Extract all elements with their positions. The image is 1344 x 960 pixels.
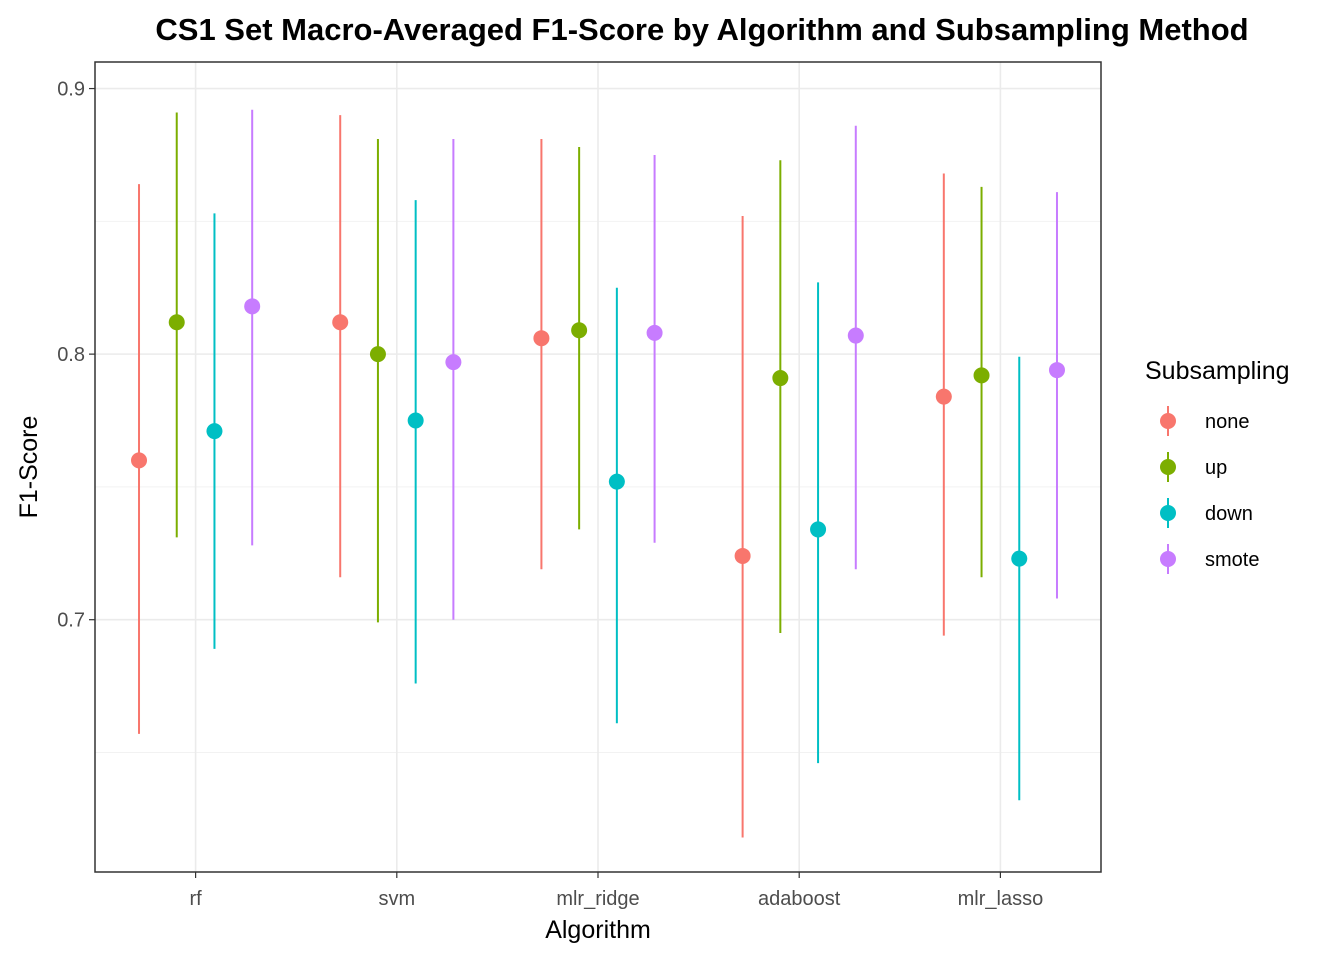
point-smote-adaboost [847, 327, 864, 344]
point-none-mlr_ridge [533, 330, 550, 347]
legend-label: down [1205, 503, 1253, 525]
x-axis: rf svm mlr_ridge adaboost mlr_lasso [189, 872, 1043, 910]
point-up-svm [369, 346, 386, 363]
y-axis-title: F1-Score [15, 416, 43, 519]
point-smote-mlr_lasso [1048, 362, 1065, 379]
point-smote-mlr_ridge [646, 324, 663, 341]
point-smote-rf [244, 298, 261, 315]
point-up-mlr_lasso [973, 367, 990, 384]
x-tick-label-adaboost: adaboost [758, 888, 841, 910]
x-axis-title: Algorithm [545, 916, 651, 944]
legend-items: none up down smote [1160, 406, 1259, 574]
data-points [131, 298, 1065, 567]
point-none-rf [131, 452, 148, 469]
legend-item-none: none [1160, 406, 1250, 436]
point-down-rf [206, 423, 223, 440]
point-up-mlr_ridge [571, 322, 588, 339]
legend-key-point [1160, 505, 1176, 521]
legend-key-point [1160, 413, 1176, 429]
point-none-adaboost [734, 547, 751, 564]
point-none-mlr_lasso [935, 388, 952, 405]
x-tick-label-mlr_lasso: mlr_lasso [958, 888, 1044, 910]
point-up-adaboost [772, 370, 789, 387]
point-down-mlr_ridge [608, 473, 625, 490]
legend-label: none [1205, 411, 1250, 433]
legend-key-point [1160, 459, 1176, 475]
y-tick-label: 0.9 [57, 79, 85, 101]
legend-title: Subsampling [1145, 357, 1290, 385]
legend-item-down: down [1160, 498, 1253, 528]
legend-label: up [1205, 457, 1227, 479]
legend-item-up: up [1160, 452, 1227, 482]
legend-item-smote: smote [1160, 544, 1259, 574]
y-tick-label: 0.8 [57, 344, 85, 366]
point-down-adaboost [810, 521, 827, 538]
x-tick-label-rf: rf [189, 888, 202, 910]
x-tick-label-svm: svm [378, 888, 415, 910]
point-down-mlr_lasso [1011, 550, 1028, 567]
x-tick-label-mlr_ridge: mlr_ridge [556, 888, 639, 910]
y-tick-label: 0.7 [57, 610, 85, 632]
point-none-svm [332, 314, 349, 331]
point-down-svm [407, 412, 424, 429]
y-axis: 0.7 0.8 0.9 [57, 79, 95, 632]
legend: Subsampling none up down smote [1145, 357, 1290, 574]
point-smote-svm [445, 354, 462, 371]
legend-label: smote [1205, 549, 1259, 571]
point-up-rf [168, 314, 185, 331]
grid-major [95, 62, 1101, 872]
legend-key-point [1160, 551, 1176, 567]
chart-title: CS1 Set Macro-Averaged F1-Score by Algor… [155, 12, 1248, 47]
